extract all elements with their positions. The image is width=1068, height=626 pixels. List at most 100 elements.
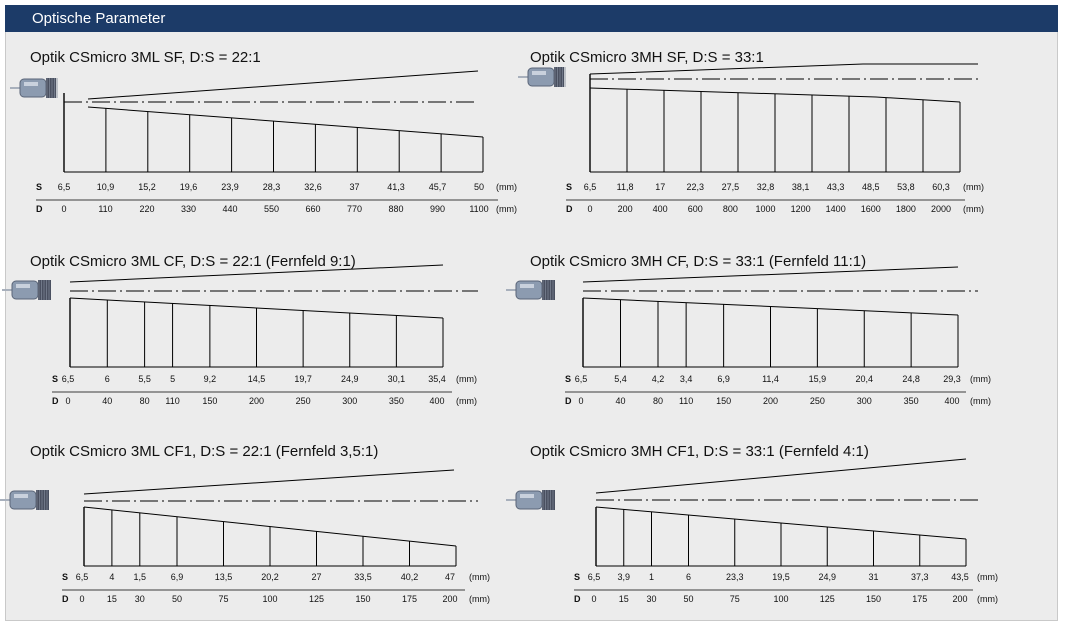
s-value: 48,5 <box>862 182 880 192</box>
beam-top-line <box>582 266 959 283</box>
d-value: 0 <box>79 594 84 604</box>
d-value: 200 <box>952 594 967 604</box>
sensor-highlight <box>24 82 38 86</box>
s-value: 38,1 <box>792 182 810 192</box>
d-value: 40 <box>102 396 112 406</box>
s-value: 35,4 <box>428 374 446 384</box>
d-value: 150 <box>355 594 370 604</box>
s-value: 29,3 <box>943 374 961 384</box>
s-value: 4 <box>109 572 114 582</box>
d-value: 75 <box>730 594 740 604</box>
beam-top-line <box>595 458 967 494</box>
d-value: 75 <box>218 594 228 604</box>
s-unit: (mm) <box>456 374 477 384</box>
d-value: 15 <box>619 594 629 604</box>
diagram-title: Optik CSmicro 3ML CF1, D:S = 22:1 (Fernf… <box>30 443 378 460</box>
s-value: 23,9 <box>221 182 239 192</box>
d-value: 200 <box>442 594 457 604</box>
s-label: S <box>565 374 571 384</box>
d-label: D <box>52 396 59 406</box>
d-value: 220 <box>139 204 154 214</box>
d-value: 0 <box>65 396 70 406</box>
d-label: D <box>566 204 573 214</box>
d-value: 0 <box>587 204 592 214</box>
s-value: 13,5 <box>215 572 233 582</box>
s-value: 14,5 <box>248 374 266 384</box>
sensor-thread <box>46 78 56 98</box>
s-value: 20,2 <box>261 572 279 582</box>
s-value: 27,5 <box>722 182 740 192</box>
d-value: 400 <box>944 396 959 406</box>
d-unit: (mm) <box>469 594 490 604</box>
sensor-icon <box>506 490 555 510</box>
s-value: 19,6 <box>180 182 198 192</box>
s-label: S <box>52 374 58 384</box>
sensor-body <box>9 490 37 510</box>
s-value: 24,9 <box>341 374 359 384</box>
s-value: 9,2 <box>204 374 217 384</box>
diagram-title: Optik CSmicro 3MH CF, D:S = 33:1 (Fernfe… <box>530 253 866 270</box>
d-label: D <box>62 594 69 604</box>
s-unit: (mm) <box>970 374 991 384</box>
d-value: 125 <box>309 594 324 604</box>
d-value: 110 <box>165 396 179 406</box>
d-value: 300 <box>857 396 872 406</box>
s-value: 17 <box>655 182 665 192</box>
s-value: 1,5 <box>134 572 147 582</box>
s-value: 23,3 <box>726 572 744 582</box>
s-value: 43,3 <box>827 182 845 192</box>
d-value: 300 <box>342 396 357 406</box>
s-value: 3,9 <box>617 572 630 582</box>
d-value: 0 <box>591 594 596 604</box>
d-value: 1400 <box>826 204 846 214</box>
s-value: 24,9 <box>818 572 836 582</box>
s-value: 60,3 <box>932 182 950 192</box>
d-value: 1000 <box>755 204 775 214</box>
s-value: 53,8 <box>897 182 915 192</box>
d-value: 550 <box>264 204 279 214</box>
d-value: 200 <box>763 396 778 406</box>
d-value: 30 <box>646 594 656 604</box>
d-value: 250 <box>296 396 311 406</box>
d-value: 80 <box>653 396 663 406</box>
d-value: 990 <box>430 204 445 214</box>
s-value: 45,7 <box>429 182 447 192</box>
s-value: 5,5 <box>138 374 151 384</box>
s-value: 27 <box>311 572 321 582</box>
d-value: 30 <box>135 594 145 604</box>
beam-bottom-line <box>87 106 484 138</box>
s-value: 6,9 <box>717 374 730 384</box>
beam-top-line <box>87 70 479 100</box>
s-value: 24,8 <box>902 374 920 384</box>
s-value: 6,5 <box>575 374 588 384</box>
s-value: 40,2 <box>401 572 419 582</box>
s-value: 6,5 <box>62 374 75 384</box>
sensor-highlight <box>532 71 546 75</box>
s-value: 47 <box>445 572 455 582</box>
s-value: 5,4 <box>614 374 627 384</box>
d-value: 1800 <box>896 204 916 214</box>
d-value: 1600 <box>861 204 881 214</box>
sensor-thread <box>554 67 564 87</box>
s-value: 37,3 <box>911 572 929 582</box>
s-value: 19,7 <box>294 374 312 384</box>
d-unit: (mm) <box>963 204 984 214</box>
beam-top-line <box>69 264 444 283</box>
d-value: 50 <box>172 594 182 604</box>
sensor-icon <box>0 490 49 510</box>
d-unit: (mm) <box>456 396 477 406</box>
d-value: 800 <box>723 204 738 214</box>
d-label: D <box>574 594 581 604</box>
d-value: 200 <box>249 396 264 406</box>
sensor-icon <box>10 78 58 98</box>
d-value: 330 <box>181 204 196 214</box>
d-value: 150 <box>202 396 217 406</box>
sensor-highlight <box>16 284 30 288</box>
s-unit: (mm) <box>977 572 998 582</box>
s-value: 22,3 <box>687 182 705 192</box>
optics-panel <box>5 5 1058 621</box>
s-label: S <box>62 572 68 582</box>
s-value: 1 <box>649 572 654 582</box>
